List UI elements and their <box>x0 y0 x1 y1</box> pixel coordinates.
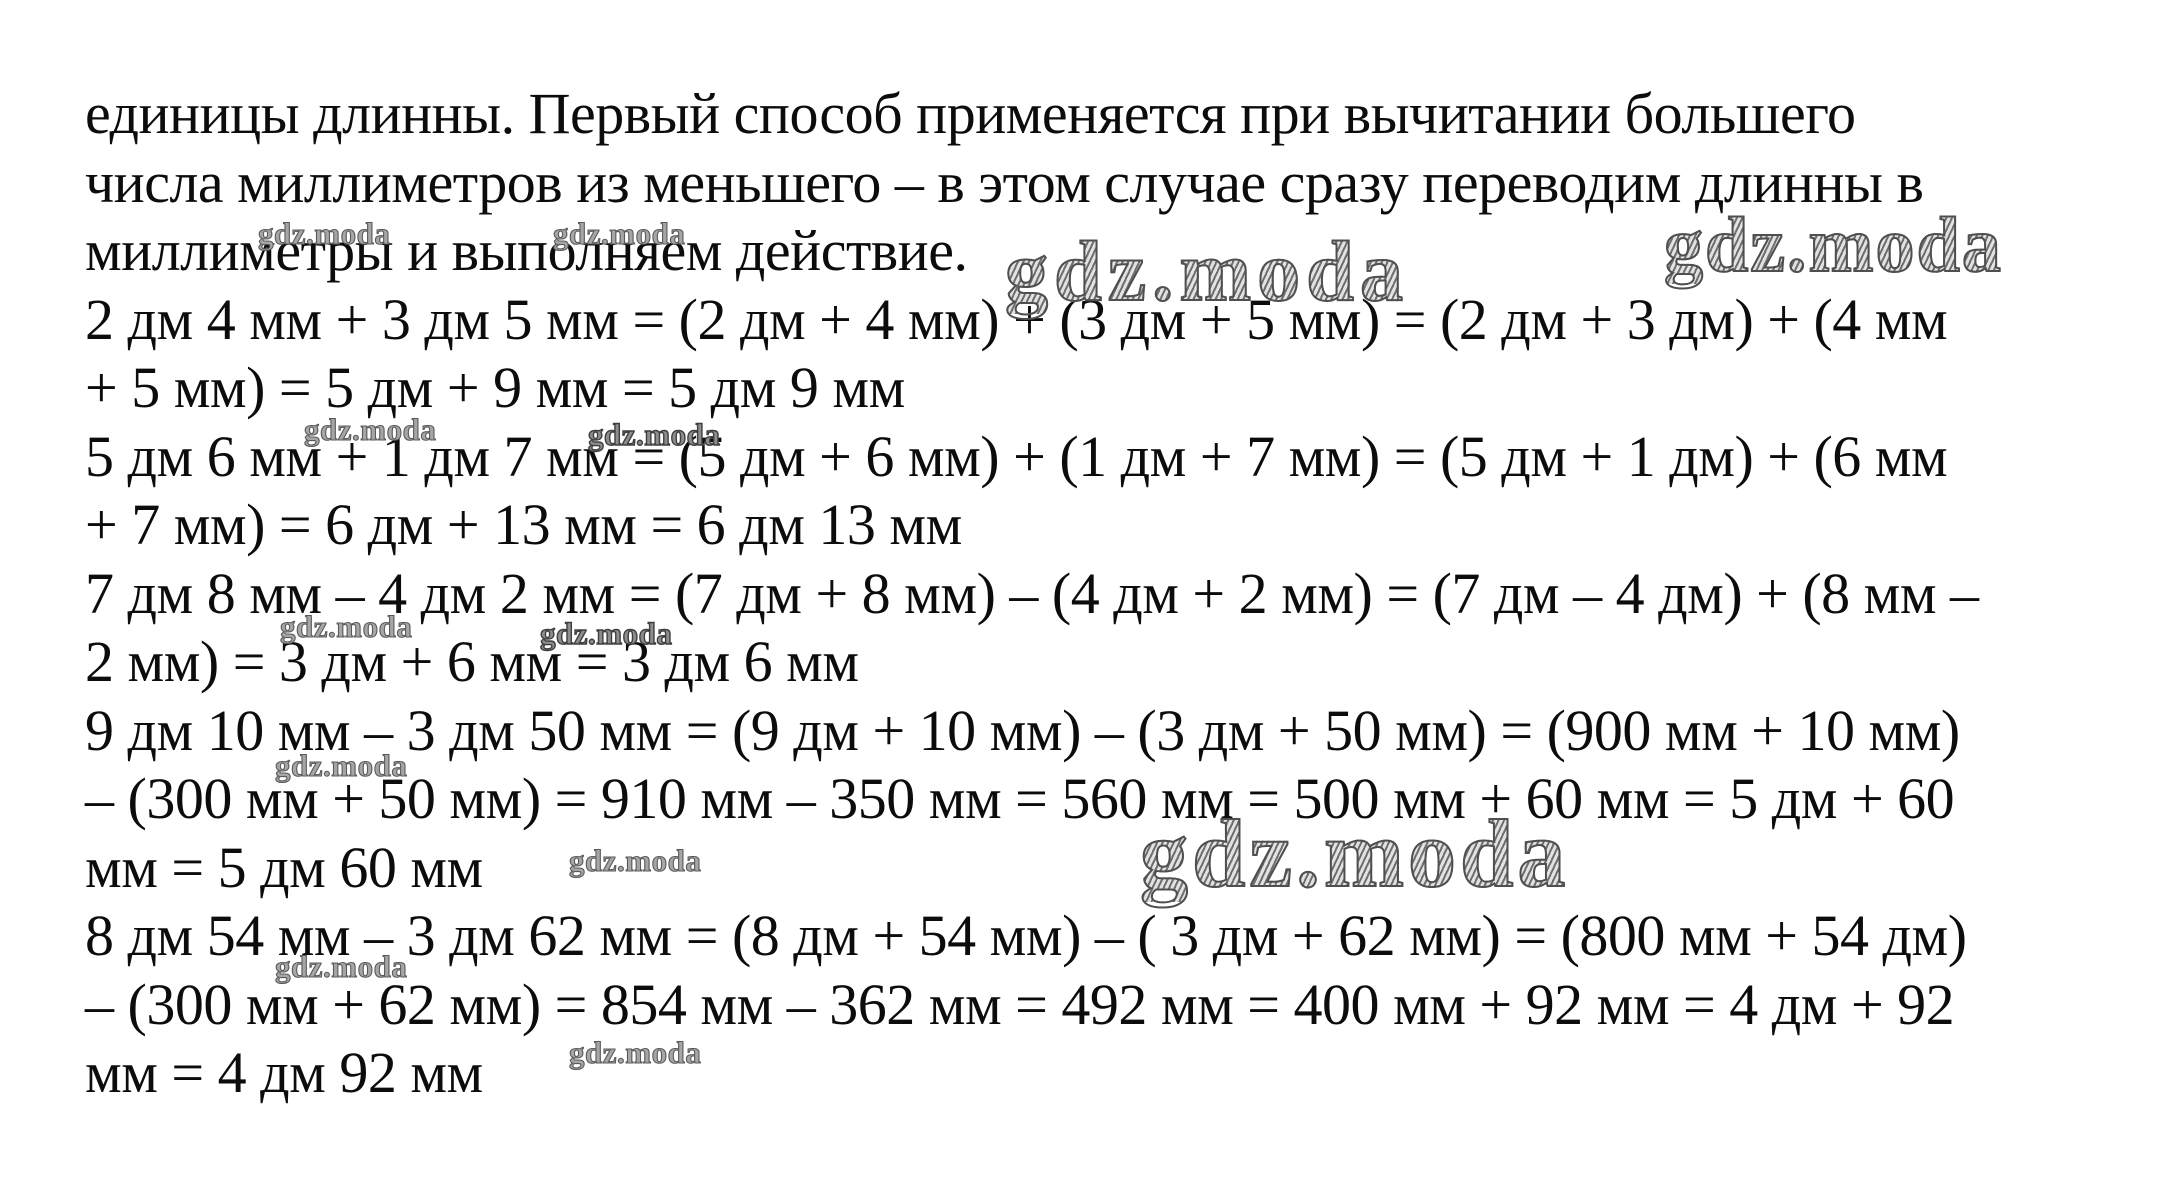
text-line: + 7 мм) = 6 дм + 13 мм = 6 дм 13 мм <box>85 492 962 557</box>
text-line: мм = 5 дм 60 мм <box>85 834 483 900</box>
solution-text: единицы длинны. Первый способ применяетс… <box>85 80 2143 1108</box>
text-line: – (300 мм + 62 мм) = 854 мм – 362 мм = 4… <box>85 971 1955 1037</box>
text-line: числа миллиметров из меньшего – в этом с… <box>85 149 1924 215</box>
text-line: миллиметры и выполняем действие. <box>85 218 968 283</box>
text-line: мм = 4 дм 92 мм <box>85 1040 483 1105</box>
text-line: 5 дм 6 мм + 1 дм 7 мм = (5 дм + 6 мм) + … <box>85 423 1948 489</box>
text-line: 2 мм) = 3 дм + 6 мм = 3 дм 6 мм <box>85 629 859 694</box>
text-line: – (300 мм + 50 мм) = 910 мм – 350 мм = 5… <box>85 766 1955 831</box>
text-line: + 5 мм) = 5 дм + 9 мм = 5 дм 9 мм <box>85 355 905 420</box>
text-line: 7 дм 8 мм – 4 дм 2 мм = (7 дм + 8 мм) – … <box>85 560 1979 626</box>
text-line: 9 дм 10 мм – 3 дм 50 мм = (9 дм + 10 мм)… <box>85 697 1960 763</box>
text-line: 8 дм 54 мм – 3 дм 62 мм = (8 дм + 54 мм)… <box>85 903 1967 968</box>
text-line: единицы длинны. Первый способ применяетс… <box>85 81 1856 146</box>
text-line: 2 дм 4 мм + 3 дм 5 мм = (2 дм + 4 мм) + … <box>85 286 1948 352</box>
